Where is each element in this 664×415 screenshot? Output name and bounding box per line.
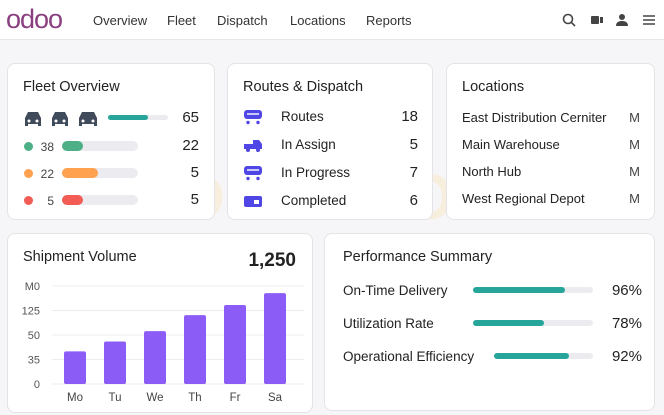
status-bar-fill (62, 195, 84, 205)
performance-summary-card: Performance Summary On-Time Delivery 96% U… (324, 233, 655, 411)
location-item[interactable]: East Distribution Cerniter (462, 110, 607, 125)
x-tick-label: We (146, 392, 163, 404)
route-label[interactable]: Routes (281, 109, 324, 124)
metric-value: 96% (611, 282, 642, 299)
bus-icon (243, 109, 263, 125)
status-bar (62, 168, 138, 178)
bar-th[interactable] (184, 315, 206, 384)
location-item[interactable]: North Hub (462, 164, 522, 179)
location-tag: M (629, 110, 640, 125)
route-label[interactable]: Completed (281, 193, 347, 208)
status-dot (24, 169, 33, 178)
y-tick-label: 50 (28, 330, 40, 342)
status-count: 38 (40, 140, 54, 154)
location-item[interactable]: West Regional Depot (462, 191, 585, 206)
total-fleet-value: 65 (182, 109, 199, 126)
route-value: 7 (409, 164, 418, 181)
location-tag: M (629, 191, 640, 206)
fleet-overview-card: Fleet Overview 65 38 22 22 5 5 5 (7, 63, 215, 220)
shipment-volume-card: Shipment Volume 1,250 0 35 50 125 M0 Mo Tu We Th… (7, 233, 313, 413)
status-value: 5 (190, 164, 199, 181)
shipment-total: 1,250 (248, 250, 296, 271)
card-title: Fleet Overview (23, 79, 120, 95)
status-bar-fill (62, 168, 99, 178)
metric-bar (494, 353, 593, 359)
status-count: 22 (40, 167, 54, 181)
video-icon[interactable] (590, 13, 604, 27)
metric-label: Utilization Rate (343, 316, 434, 331)
menu-icon[interactable] (642, 13, 656, 27)
user-icon[interactable] (615, 13, 629, 27)
nav-overview[interactable]: Overview (93, 13, 148, 28)
bar-mo[interactable] (64, 351, 86, 384)
car-icon (25, 112, 97, 126)
card-title: Shipment Volume (23, 249, 137, 265)
metric-bar-fill (473, 287, 566, 293)
location-tag: M (629, 137, 640, 152)
shipment-bar-chart: 0 35 50 125 M0 Mo Tu We Th Fr Sa (22, 281, 304, 404)
top-navbar: odoo Overview Fleet Dispatch Locations R… (0, 0, 664, 40)
metric-label: Operational Efficiency (343, 349, 475, 364)
total-fleet-fill (108, 115, 149, 120)
status-value: 22 (182, 137, 199, 154)
truck-icon (243, 137, 263, 153)
x-tick-label: Th (188, 392, 201, 404)
status-bar-fill (62, 141, 83, 151)
bar-fr[interactable] (224, 304, 246, 384)
location-tag: M (629, 164, 640, 179)
metric-bar (473, 320, 593, 326)
bar-we[interactable] (144, 331, 166, 384)
route-value: 5 (409, 136, 418, 153)
metric-label: On-Time Delivery (343, 283, 448, 298)
y-tick-label: 125 (22, 306, 40, 318)
route-value: 18 (401, 108, 418, 125)
metric-value: 78% (611, 315, 642, 332)
metric-bar-fill (494, 353, 570, 359)
bus-icon (243, 165, 263, 181)
card-title: Routes & Dispatch (243, 79, 364, 95)
nav-locations[interactable]: Locations (290, 13, 346, 28)
total-fleet-bar (108, 115, 168, 120)
x-tick-label: Mo (67, 392, 83, 404)
status-bar (62, 141, 138, 151)
status-count: 5 (47, 194, 54, 208)
y-tick-label: 35 (28, 355, 40, 367)
status-dot (24, 196, 33, 205)
status-value: 5 (190, 191, 199, 208)
metric-bar-fill (473, 320, 544, 326)
location-item[interactable]: Main Warehouse (462, 137, 560, 152)
x-tick-label: Sa (268, 392, 283, 404)
x-tick-label: Tu (109, 392, 122, 404)
route-label[interactable]: In Assign (281, 137, 336, 152)
route-value: 6 (409, 192, 418, 209)
bar-tu[interactable] (104, 341, 126, 384)
status-dot (24, 142, 33, 151)
nav-dispatch[interactable]: Dispatch (217, 13, 268, 28)
route-label[interactable]: In Progress (281, 165, 351, 180)
nav-reports[interactable]: Reports (366, 13, 412, 28)
card-title: Performance Summary (343, 249, 493, 265)
y-tick-label: 0 (34, 379, 40, 391)
nav-fleet[interactable]: Fleet (167, 13, 196, 28)
metric-value: 92% (611, 348, 642, 365)
metric-bar (473, 287, 593, 293)
locations-card: Locations East Distribution Cerniter M Mai… (446, 63, 655, 220)
search-icon[interactable] (562, 13, 576, 27)
y-tick-label: M0 (25, 281, 40, 293)
bar-sa[interactable] (264, 293, 286, 384)
status-bar (62, 195, 138, 205)
card-title: Locations (462, 79, 525, 95)
van-icon (243, 193, 263, 209)
odoo-logo[interactable]: odoo (6, 4, 63, 34)
routes-dispatch-card: Routes & Dispatch Routes 18 In Assign 5 In P… (227, 63, 433, 220)
x-tick-label: Fr (230, 392, 241, 404)
